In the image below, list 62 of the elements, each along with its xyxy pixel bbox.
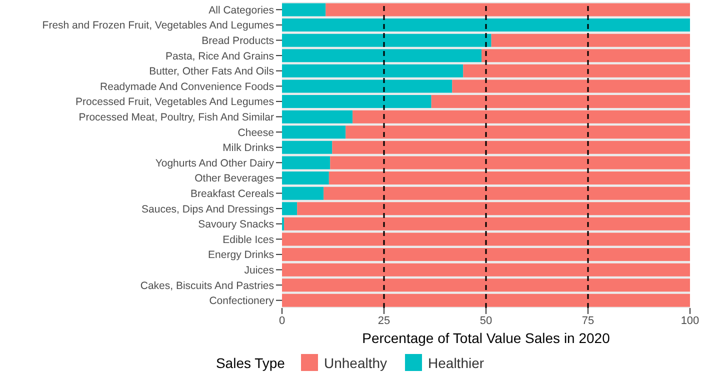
x-axis-title: Percentage of Total Value Sales in 2020 <box>361 330 611 346</box>
y-tick-label: Other Beverages <box>194 172 274 185</box>
y-tick-label: Confectionery <box>209 295 275 308</box>
y-tick-label: Milk Drinks <box>222 142 274 154</box>
y-tick-label: Sauces, Dips And Dressings <box>142 203 274 216</box>
y-tick-label: Cakes, Biscuits And Pastries <box>140 280 274 292</box>
bar <box>282 172 329 185</box>
y-tick-label: Breakfast Cereals <box>190 188 274 200</box>
y-tick-label: Energy Drinks <box>208 249 274 262</box>
bar <box>324 186 690 200</box>
legend-title: Sales Type <box>216 354 285 370</box>
y-tick-label: Fresh and Frozen Fruit, Vegetables And Legumes <box>42 20 274 32</box>
bar <box>328 172 690 185</box>
bar <box>491 34 690 47</box>
y-tick-label: All Categories <box>208 4 274 16</box>
y-tick-label: Processed Fruit, Vegetables And Legumes <box>76 96 274 108</box>
bar <box>346 126 690 139</box>
bar <box>282 278 690 292</box>
bar <box>482 49 690 62</box>
y-tick-label: Edible Ices <box>222 234 274 246</box>
x-tick-label: 0 <box>278 314 286 327</box>
bar <box>463 64 690 78</box>
bar <box>282 294 690 307</box>
bar <box>282 140 332 154</box>
bar <box>282 18 690 32</box>
bar <box>282 248 690 262</box>
bar <box>352 110 690 124</box>
bar <box>282 263 690 276</box>
bar <box>282 95 432 108</box>
legend-label: Healthier <box>427 354 484 371</box>
bar <box>282 80 452 93</box>
bar <box>282 3 326 16</box>
bar <box>282 49 482 62</box>
bar <box>326 3 690 16</box>
bar <box>282 64 464 78</box>
y-tick-label: Savoury Snacks <box>198 218 274 231</box>
bar <box>282 126 346 139</box>
bar <box>330 156 690 170</box>
x-tick-label: 75 <box>582 314 594 327</box>
bar <box>297 202 690 216</box>
y-tick-label: Pasta, Rice And Grains <box>165 50 274 62</box>
bar <box>282 186 324 200</box>
bar <box>332 140 690 154</box>
y-tick-label: Processed Meat, Poultry, Fish And Similar <box>78 111 274 124</box>
y-tick-label: Readymade And Convenience Foods <box>100 80 274 93</box>
bar <box>282 202 298 216</box>
bar <box>282 156 330 170</box>
bar <box>284 217 690 230</box>
bar <box>431 95 690 108</box>
bar <box>282 34 492 47</box>
y-tick-label: Cheese <box>238 126 274 139</box>
bar <box>282 232 690 246</box>
y-tick-label: Butter, Other Fats And Oils <box>149 66 274 78</box>
y-tick-label: Bread Products <box>202 34 274 47</box>
x-tick-label: 50 <box>480 314 492 327</box>
bar <box>452 80 690 93</box>
y-tick-label: Yoghurts And Other Dairy <box>155 157 275 170</box>
x-tick-label: 25 <box>378 314 390 327</box>
legend-label: Unhealthy <box>322 354 388 371</box>
bar <box>282 110 353 124</box>
x-tick-label: 100 <box>680 314 700 327</box>
y-tick-label: Juices <box>244 264 274 276</box>
